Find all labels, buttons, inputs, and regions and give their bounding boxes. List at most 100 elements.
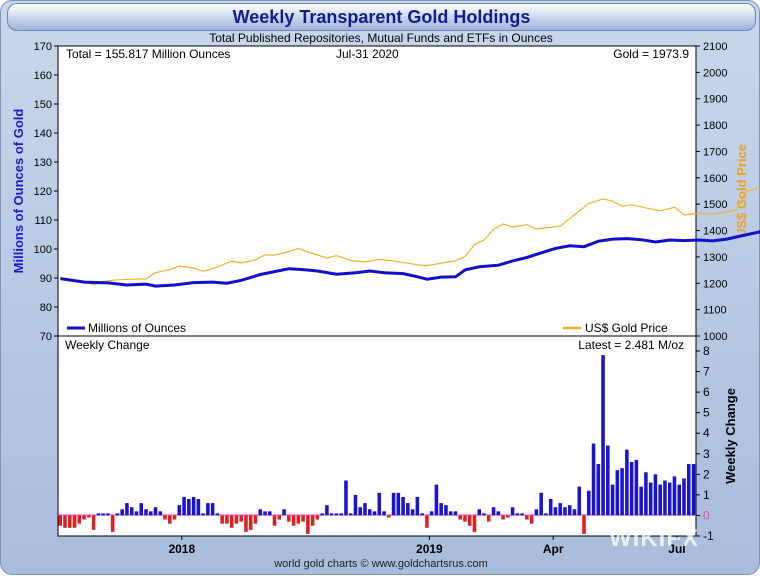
weekly-change-bar bbox=[596, 464, 601, 516]
weekly-change-bar bbox=[158, 511, 163, 516]
weekly-change-bar bbox=[372, 511, 377, 516]
weekly-change-bar bbox=[458, 515, 463, 520]
weekly-change-bar bbox=[220, 515, 224, 524]
watermark-logo: WIKIFX bbox=[609, 525, 699, 552]
weekly-change-bar bbox=[506, 515, 510, 518]
weekly-change-title: Weekly Change bbox=[65, 338, 150, 352]
weekly-change-bar bbox=[348, 513, 353, 516]
weekly-change-bar bbox=[639, 486, 643, 516]
x-tick-label: 2019 bbox=[416, 542, 443, 556]
legend-holdings-label: Millions of Ounces bbox=[88, 321, 186, 335]
x-axis-ticks: 20182019AprJulOct2020AprJul bbox=[168, 536, 686, 556]
weekly-change-bar bbox=[620, 468, 624, 516]
top-subtitle: Total Published Repositories, Mutual Fun… bbox=[209, 31, 553, 45]
right-tick-label: 1700 bbox=[703, 146, 727, 158]
weekly-change-bar bbox=[686, 464, 691, 516]
weekly-change-bar bbox=[425, 515, 429, 528]
weekly-change-bar bbox=[91, 515, 96, 530]
title-bar: Weekly Transparent Gold Holdings bbox=[7, 3, 756, 31]
right-tick-label: 1400 bbox=[703, 226, 727, 238]
weekly-change-bar bbox=[677, 484, 682, 516]
weekly-change-bar bbox=[58, 515, 63, 526]
weekly-change-bar bbox=[367, 509, 372, 516]
right-axis-label: US$ Gold Price bbox=[734, 144, 749, 238]
right-tick-label: 1500 bbox=[703, 199, 727, 211]
weekly-change-bar bbox=[106, 513, 110, 516]
weekly-change-bar bbox=[115, 513, 120, 516]
weekly-change-bar bbox=[353, 494, 358, 516]
weekly-change-bar bbox=[544, 513, 548, 516]
weekly-change-bar bbox=[491, 507, 496, 516]
weekly-change-bar bbox=[691, 464, 696, 516]
weekly-change-bar bbox=[515, 513, 520, 516]
latest-annotation: Latest = 2.481 M/oz bbox=[578, 338, 684, 352]
left-tick-label: 120 bbox=[34, 186, 52, 198]
weekly-change-bar bbox=[344, 480, 348, 516]
weekly-change-bar bbox=[320, 513, 324, 516]
weekly-change-bar bbox=[229, 515, 234, 528]
weekly-change-bar bbox=[77, 515, 82, 524]
weekly-change-bar bbox=[148, 511, 153, 516]
weekly-change-bar bbox=[334, 513, 339, 516]
change-tick-label: 4 bbox=[703, 426, 710, 440]
change-tick-label: 1 bbox=[703, 488, 710, 502]
weekly-change-bar bbox=[629, 462, 634, 516]
weekly-change-bar bbox=[63, 515, 67, 528]
weekly-change-bar bbox=[329, 513, 334, 516]
weekly-change-bar bbox=[363, 503, 367, 516]
weekly-change-bar bbox=[153, 507, 158, 516]
weekly-change-bar bbox=[339, 513, 343, 516]
left-tick-label: 150 bbox=[34, 99, 52, 111]
weekly-change-bar bbox=[291, 515, 296, 526]
weekly-change-bar bbox=[187, 499, 191, 516]
change-tick-label: 5 bbox=[703, 406, 710, 420]
left-tick-label: 70 bbox=[40, 331, 52, 343]
weekly-change-bar bbox=[296, 515, 301, 524]
weekly-change-bar bbox=[539, 492, 543, 516]
weekly-change-bar bbox=[225, 515, 229, 524]
weekly-change-bar bbox=[482, 513, 486, 516]
weekly-change-bar bbox=[648, 482, 653, 516]
weekly-change-bar bbox=[391, 492, 396, 516]
left-tick-label: 80 bbox=[40, 302, 52, 314]
weekly-change-bar bbox=[263, 511, 267, 516]
weekly-change-bar bbox=[586, 490, 591, 516]
weekly-change-bar bbox=[606, 445, 610, 516]
weekly-change-bar bbox=[467, 515, 472, 526]
weekly-change-bar bbox=[96, 513, 101, 516]
left-axis-ticks: 70 80 90 100 110 120 130 140 150 160 170 bbox=[34, 41, 58, 343]
weekly-change-bar bbox=[129, 507, 134, 516]
weekly-change-bar bbox=[406, 503, 410, 516]
weekly-change-bar bbox=[644, 472, 648, 516]
weekly-change-bar bbox=[244, 515, 248, 532]
weekly-change-bar bbox=[267, 511, 272, 516]
legend-gold-label: US$ Gold Price bbox=[585, 321, 668, 335]
weekly-change-bar bbox=[572, 509, 577, 516]
weekly-change-bar bbox=[463, 515, 467, 522]
weekly-change-bar bbox=[444, 505, 448, 516]
weekly-change-bar bbox=[191, 496, 196, 516]
weekly-change-bar bbox=[134, 511, 139, 516]
weekly-change-bar bbox=[667, 482, 672, 516]
weekly-change-bar bbox=[301, 515, 305, 522]
weekly-change-bar bbox=[72, 515, 77, 528]
weekly-change-bar bbox=[563, 507, 567, 516]
weekly-change-bar bbox=[87, 515, 91, 518]
weekly-change-bar bbox=[315, 515, 320, 520]
weekly-change-bar bbox=[139, 503, 144, 516]
weekly-change-bar bbox=[272, 515, 277, 526]
weekly-change-bar bbox=[239, 515, 243, 522]
x-tick-label: 2018 bbox=[168, 542, 195, 556]
left-tick-label: 110 bbox=[34, 215, 52, 227]
weekly-change-bar bbox=[653, 474, 658, 516]
weekly-change-bar bbox=[663, 480, 667, 516]
weekly-change-bar bbox=[520, 513, 524, 516]
right-tick-label: 1000 bbox=[703, 331, 727, 343]
weekly-change-bar bbox=[434, 484, 439, 516]
weekly-change-bar bbox=[234, 515, 239, 524]
weekly-change-bar bbox=[325, 505, 329, 516]
weekly-change-bar bbox=[548, 499, 553, 516]
weekly-change-bar bbox=[625, 449, 629, 516]
right-tick-label: 1800 bbox=[703, 120, 727, 132]
